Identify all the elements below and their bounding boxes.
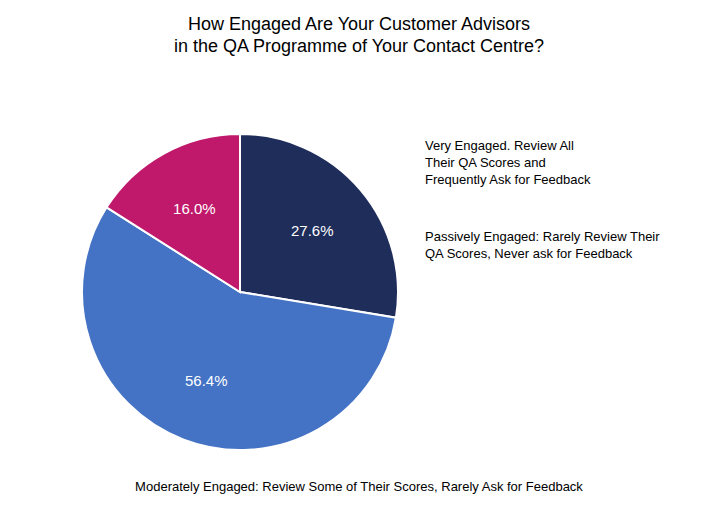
slice <box>240 134 398 318</box>
data-label: 56.4% <box>185 372 228 389</box>
data-labels: 27.6% 56.4% 16.0% <box>173 200 333 389</box>
annotation-line: QA Scores, Never ask for Feedback <box>425 246 633 261</box>
annotation: Moderately Engaged: Review Some of Their… <box>135 479 583 494</box>
title: How Engaged Are Your Customer Advisorsin… <box>174 14 544 56</box>
annotation-line: Very Engaged. Review All <box>425 138 574 153</box>
annotation-line: Frequently Ask for Feedback <box>425 172 591 187</box>
slice <box>107 134 240 292</box>
pie <box>82 134 398 450</box>
annotation-line: Their QA Scores and <box>425 155 546 170</box>
chart: How Engaged Are Your Customer Advisorsin… <box>0 0 718 509</box>
annotation-line: Moderately Engaged: Review Some of Their… <box>135 479 583 494</box>
data-label: 27.6% <box>291 222 334 239</box>
annotation: Passively Engaged: Rarely Review Their QA… <box>425 229 660 261</box>
annotation: Very Engaged. Review All Their QA Scores … <box>425 138 591 187</box>
annotation-line: Passively Engaged: Rarely Review Their <box>425 229 660 244</box>
data-label: 16.0% <box>173 200 216 217</box>
title-line: How Engaged Are Your Customer Advisors <box>188 14 530 34</box>
title-line: in the QA Programme of Your Contact Cent… <box>174 36 544 56</box>
